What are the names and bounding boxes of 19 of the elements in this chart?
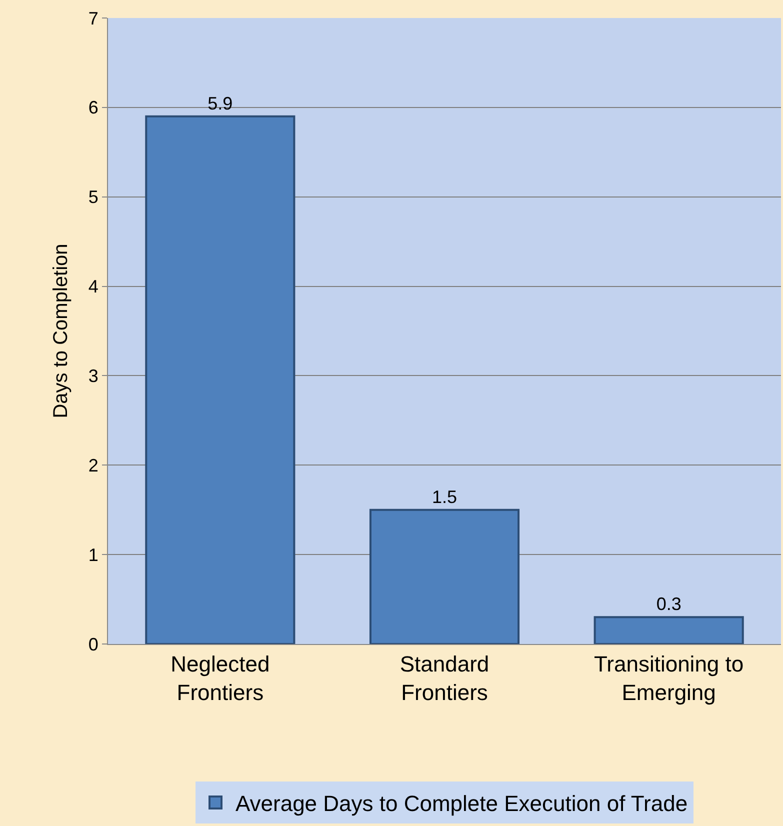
bar	[594, 616, 744, 644]
bar	[145, 115, 296, 644]
data-label: 5.9	[208, 93, 233, 114]
y-tick-label: 2	[88, 455, 98, 476]
y-tick-label: 5	[88, 187, 98, 208]
legend-label: Average Days to Complete Execution of Trade	[236, 791, 688, 816]
y-tick-label: 4	[88, 276, 98, 297]
x-tick-label: Neglected Frontiers	[170, 651, 270, 705]
x-tick-label: Transitioning to Emerging	[594, 651, 744, 705]
y-tick-label: 7	[88, 8, 98, 28]
data-label: 1.5	[432, 486, 458, 507]
bar	[369, 508, 520, 644]
y-tick-label: 1	[88, 544, 98, 565]
x-tick-label: Standard Frontiers	[400, 651, 490, 705]
y-tick-label: 3	[88, 366, 98, 386]
y-tick-label: 0	[88, 634, 98, 654]
data-label: 0.3	[656, 594, 682, 614]
y-axis-title: Days to Completion	[50, 244, 72, 418]
y-tick-label: 6	[88, 98, 98, 118]
